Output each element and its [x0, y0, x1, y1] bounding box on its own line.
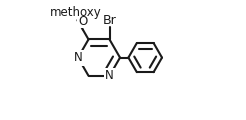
Text: N: N: [105, 69, 114, 82]
Text: O: O: [78, 15, 87, 28]
Text: methoxy: methoxy: [50, 6, 102, 19]
Text: N: N: [74, 51, 82, 64]
Text: Br: Br: [103, 14, 117, 27]
